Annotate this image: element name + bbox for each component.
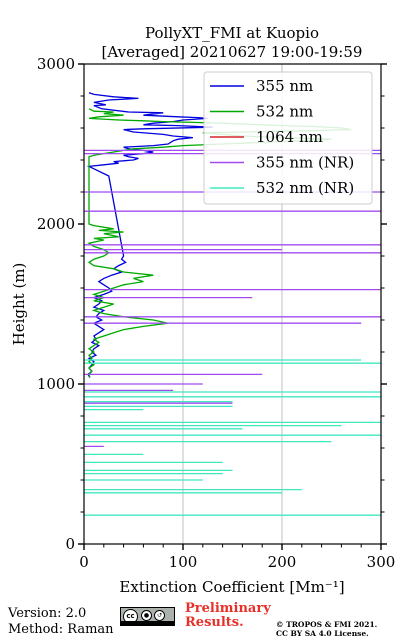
y-tick-label: 0 xyxy=(65,535,75,553)
legend: 355 nm 532 nm 1064 nm 355 nm (NR) 532 nm (NR… xyxy=(203,71,373,205)
chart-title: PollyXT_FMI at Kuopio xyxy=(145,24,319,42)
preliminary-results-label: Preliminary Results. xyxy=(185,601,271,630)
legend-label: 532 nm xyxy=(256,103,313,121)
axis-ticks: 0 1000 2000 3000 0 100 200 300 xyxy=(37,55,396,571)
version-label: Version: 2.0 xyxy=(8,606,87,621)
sa-icon: ↺ xyxy=(154,610,165,621)
method-label: Method: Raman xyxy=(8,622,114,637)
x-tick-label: 300 xyxy=(367,553,396,571)
y-tick-label: 2000 xyxy=(37,215,75,233)
copyright-notice: © TROPOS & FMI 2021. CC BY SA 4.0 Licens… xyxy=(276,620,377,638)
by-icon: ● xyxy=(141,610,152,621)
y-tick-label: 3000 xyxy=(37,55,75,73)
cc-strip xyxy=(121,621,174,625)
copyright-line-2: CC BY SA 4.0 License. xyxy=(276,629,369,638)
chart-subtitle: [Averaged] 20210627 19:00-19:59 xyxy=(102,43,363,61)
legend-items: 355 nm 532 nm 1064 nm 355 nm (NR) 532 nm (NR… xyxy=(210,77,354,197)
legend-label: 355 nm xyxy=(256,77,313,95)
x-tick-label: 200 xyxy=(268,553,297,571)
plot-frame xyxy=(83,63,382,545)
x-tick-label: 0 xyxy=(79,553,89,571)
x-tick-label: 100 xyxy=(169,553,198,571)
y-tick-label: 1000 xyxy=(37,375,75,393)
copyright-line-1: © TROPOS & FMI 2021. xyxy=(276,620,378,629)
legend-label: 1064 nm xyxy=(256,128,323,146)
series-line-4 xyxy=(84,359,381,516)
legend-box xyxy=(203,71,373,205)
x-axis-label: Extinction Coefficient [Mm⁻¹] xyxy=(119,578,344,596)
y-axis-label: Height (m) xyxy=(10,263,28,346)
cc-license-badge: cc ● ↺ xyxy=(120,607,175,626)
legend-label: 355 nm (NR) xyxy=(256,154,354,172)
legend-label: 532 nm (NR) xyxy=(256,179,354,197)
